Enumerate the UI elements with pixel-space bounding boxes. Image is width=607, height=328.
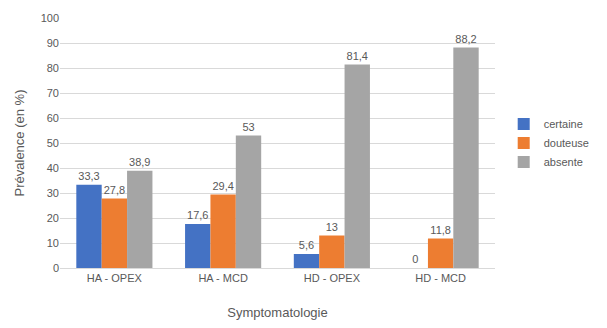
svg-text:5,6: 5,6 — [299, 239, 314, 251]
svg-text:HD - MCD: HD - MCD — [415, 272, 466, 284]
svg-text:17,6: 17,6 — [187, 209, 208, 221]
svg-text:27,8: 27,8 — [104, 184, 125, 196]
svg-text:88,2: 88,2 — [455, 33, 476, 45]
svg-text:HD - OPEX: HD - OPEX — [304, 272, 361, 284]
svg-text:80: 80 — [47, 62, 59, 74]
svg-text:30: 30 — [47, 187, 59, 199]
svg-text:29,4: 29,4 — [212, 180, 233, 192]
svg-text:60: 60 — [47, 112, 59, 124]
svg-text:50: 50 — [47, 137, 59, 149]
svg-text:absente: absente — [544, 156, 583, 168]
svg-text:40: 40 — [47, 162, 59, 174]
svg-text:douteuse: douteuse — [544, 137, 589, 149]
svg-text:HA - MCD: HA - MCD — [198, 272, 248, 284]
svg-text:10: 10 — [47, 237, 59, 249]
svg-text:HA - OPEX: HA - OPEX — [87, 272, 143, 284]
svg-text:certaine: certaine — [544, 118, 583, 130]
svg-text:81,4: 81,4 — [347, 50, 368, 62]
svg-text:90: 90 — [47, 37, 59, 49]
svg-text:13: 13 — [326, 221, 338, 233]
svg-text:Symptomatologie: Symptomatologie — [227, 305, 327, 320]
svg-text:11,8: 11,8 — [430, 224, 451, 236]
svg-text:70: 70 — [47, 87, 59, 99]
svg-text:53: 53 — [242, 121, 254, 133]
svg-text:33,3: 33,3 — [78, 170, 99, 182]
svg-text:Prévalence (en %): Prévalence (en %) — [12, 90, 27, 197]
svg-text:100: 100 — [41, 12, 59, 24]
svg-text:0: 0 — [53, 262, 59, 274]
svg-text:0: 0 — [412, 253, 418, 265]
svg-text:20: 20 — [47, 212, 59, 224]
svg-text:38,9: 38,9 — [129, 156, 150, 168]
